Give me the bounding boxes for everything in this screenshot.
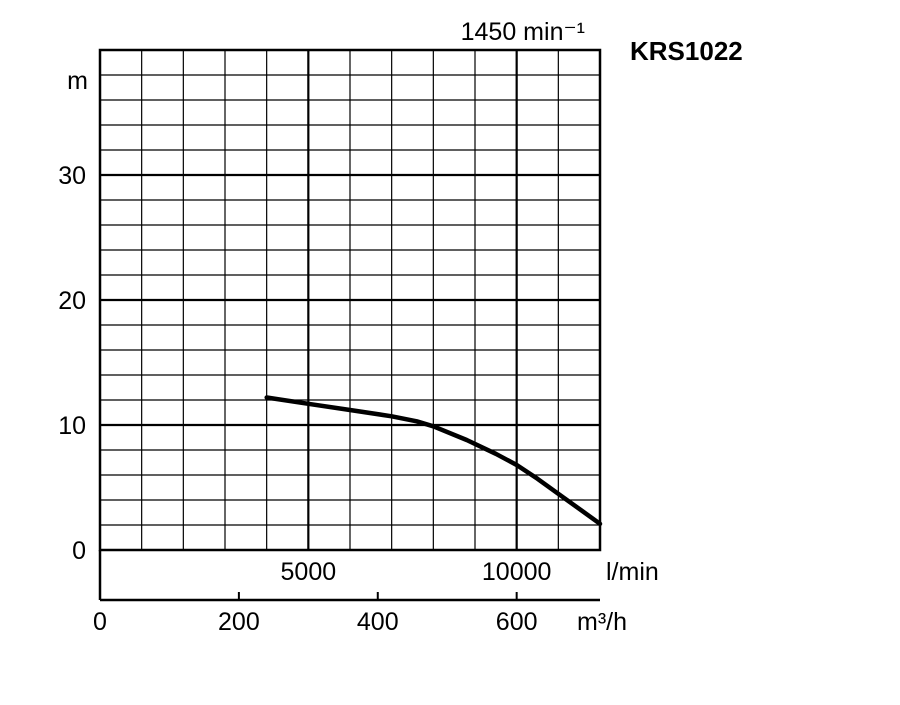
x-axis-m3h-unit: m³/h — [577, 608, 627, 636]
y-axis-unit: m — [67, 67, 88, 95]
y-tick-label: 20 — [58, 287, 86, 315]
x-tick-label-lmin: 10000 — [482, 558, 552, 586]
model-label: KRS1022 — [630, 36, 743, 66]
x-tick-label-m3h: 600 — [496, 608, 538, 636]
performance-curve — [264, 395, 603, 527]
speed-label: 1450 min⁻¹ — [461, 18, 585, 46]
labels: 0 10 20 30 m 5000 10000 l/min 0 200 400 600 m³/h 1450… — [58, 18, 743, 636]
axes — [98, 48, 602, 602]
grid — [100, 50, 600, 550]
series-layer — [264, 395, 603, 527]
x-tick-label-lmin: 5000 — [281, 558, 337, 586]
x-axis-lmin-unit: l/min — [606, 558, 659, 586]
x-tick-label-m3h: 400 — [357, 608, 399, 636]
x-tick-label-m3h: 0 — [93, 608, 107, 636]
y-tick-label: 30 — [58, 162, 86, 190]
plot-frame — [98, 48, 602, 552]
y-tick-label: 0 — [72, 537, 86, 565]
x-tick-label-m3h: 200 — [218, 608, 260, 636]
y-tick-label: 10 — [58, 412, 86, 440]
